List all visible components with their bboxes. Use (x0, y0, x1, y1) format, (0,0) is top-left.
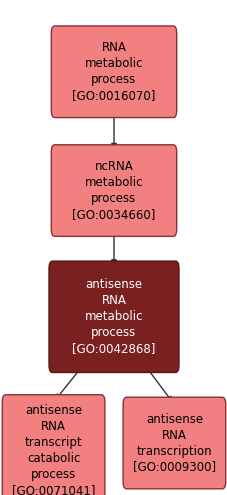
FancyBboxPatch shape (123, 397, 225, 489)
FancyBboxPatch shape (51, 26, 176, 118)
Text: antisense
RNA
transcript
catabolic
process
[GO:0071041]: antisense RNA transcript catabolic proce… (12, 404, 95, 495)
FancyBboxPatch shape (51, 145, 176, 237)
FancyBboxPatch shape (49, 261, 178, 373)
Text: ncRNA
metabolic
process
[GO:0034660]: ncRNA metabolic process [GO:0034660] (72, 160, 155, 221)
Text: RNA
metabolic
process
[GO:0016070]: RNA metabolic process [GO:0016070] (72, 41, 155, 102)
FancyBboxPatch shape (2, 395, 104, 495)
Text: antisense
RNA
transcription
[GO:0009300]: antisense RNA transcription [GO:0009300] (132, 412, 215, 474)
Text: antisense
RNA
metabolic
process
[GO:0042868]: antisense RNA metabolic process [GO:0042… (72, 278, 155, 355)
